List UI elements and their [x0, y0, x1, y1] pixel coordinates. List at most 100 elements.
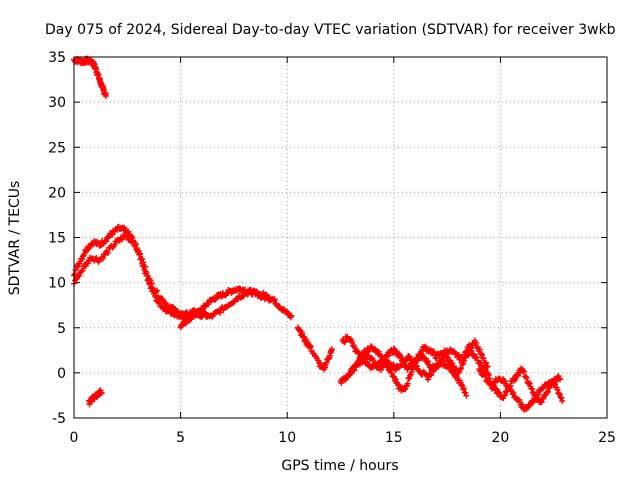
data-point	[480, 364, 487, 371]
data-point	[109, 231, 116, 238]
plot-frame	[73, 56, 608, 419]
data-point	[433, 355, 440, 362]
data-point	[351, 367, 358, 374]
data-point	[556, 375, 563, 382]
data-point	[76, 260, 83, 267]
data-point	[431, 349, 438, 356]
data-point	[159, 296, 166, 303]
x-tick-label: 0	[70, 430, 79, 446]
data-point	[354, 348, 361, 355]
data-point	[370, 357, 377, 364]
series-track-c	[71, 223, 295, 324]
data-point	[139, 256, 146, 263]
data-point	[478, 350, 485, 357]
data-point	[473, 354, 480, 361]
data-point	[452, 372, 459, 379]
data-point	[84, 260, 91, 267]
y-tick-label: 25	[48, 140, 66, 156]
data-point	[140, 259, 147, 266]
data-point	[476, 346, 483, 353]
data-point	[460, 386, 467, 393]
data-point	[148, 280, 155, 287]
data-point	[398, 361, 405, 368]
y-tick-label: 35	[48, 50, 66, 66]
data-point	[413, 362, 420, 369]
data-point	[118, 236, 125, 243]
data-point	[521, 368, 528, 375]
data-point	[136, 251, 143, 258]
data-point	[460, 385, 467, 392]
x-tick-label: 20	[491, 430, 509, 446]
data-point	[406, 375, 413, 382]
data-point	[412, 358, 419, 365]
data-point	[267, 296, 274, 303]
data-point	[523, 374, 530, 381]
data-point	[78, 256, 85, 263]
data-point	[142, 263, 149, 270]
y-tick-label: 15	[48, 231, 66, 247]
data-point	[483, 359, 490, 366]
data-point	[421, 354, 428, 361]
x-axis-label: GPS time / hours	[281, 458, 398, 474]
data-point	[479, 351, 486, 358]
data-point	[514, 373, 521, 380]
data-point	[288, 312, 295, 319]
y-axis-label: SDTVAR / TECUs	[7, 181, 23, 296]
data-point	[209, 313, 216, 320]
data-point	[428, 371, 435, 378]
data-point	[462, 389, 469, 396]
data-point	[203, 311, 210, 318]
x-tick-label: 5	[176, 430, 185, 446]
series-track-a	[71, 55, 109, 99]
data-point	[98, 390, 105, 397]
y-tick-label: 20	[48, 185, 66, 201]
data-point	[307, 342, 314, 349]
data-point	[271, 296, 278, 303]
data-point	[449, 359, 456, 366]
data-point	[404, 380, 411, 387]
x-tick-label: 25	[598, 430, 616, 446]
data-point	[447, 365, 454, 372]
data-point	[545, 388, 552, 395]
series-track-e	[177, 307, 210, 331]
data-point	[557, 394, 564, 401]
x-tick-label: 10	[278, 430, 296, 446]
data-point	[463, 392, 470, 399]
data-point	[79, 267, 86, 274]
data-point	[379, 363, 386, 370]
data-point	[546, 385, 553, 392]
data-point	[507, 382, 514, 389]
data-point	[477, 359, 484, 366]
grid-lines	[74, 57, 607, 418]
data-point	[496, 389, 503, 396]
data-point	[132, 241, 139, 248]
data-point	[355, 349, 362, 356]
y-tick-label: 30	[48, 95, 66, 111]
data-point	[489, 380, 496, 387]
y-tick-label: -5	[52, 411, 66, 427]
data-point	[538, 399, 545, 406]
data-point	[559, 398, 566, 405]
data-point	[217, 309, 224, 316]
data-point	[81, 262, 88, 269]
data-point	[484, 363, 491, 370]
data-point	[424, 376, 431, 383]
data-point	[78, 268, 85, 275]
data-point	[99, 255, 106, 262]
data-point	[392, 347, 399, 354]
series-track-i	[348, 353, 470, 399]
data-point	[266, 297, 273, 304]
data-point	[480, 355, 487, 362]
series-track-b	[85, 387, 105, 408]
data-point	[529, 386, 536, 393]
data-point	[493, 385, 500, 392]
data-point	[154, 287, 161, 294]
data-point	[526, 380, 533, 387]
y-tick-label: 10	[48, 276, 66, 292]
data-point	[425, 358, 432, 365]
data-point	[530, 398, 537, 405]
x-tick-label: 15	[385, 430, 403, 446]
data-point	[390, 361, 397, 368]
